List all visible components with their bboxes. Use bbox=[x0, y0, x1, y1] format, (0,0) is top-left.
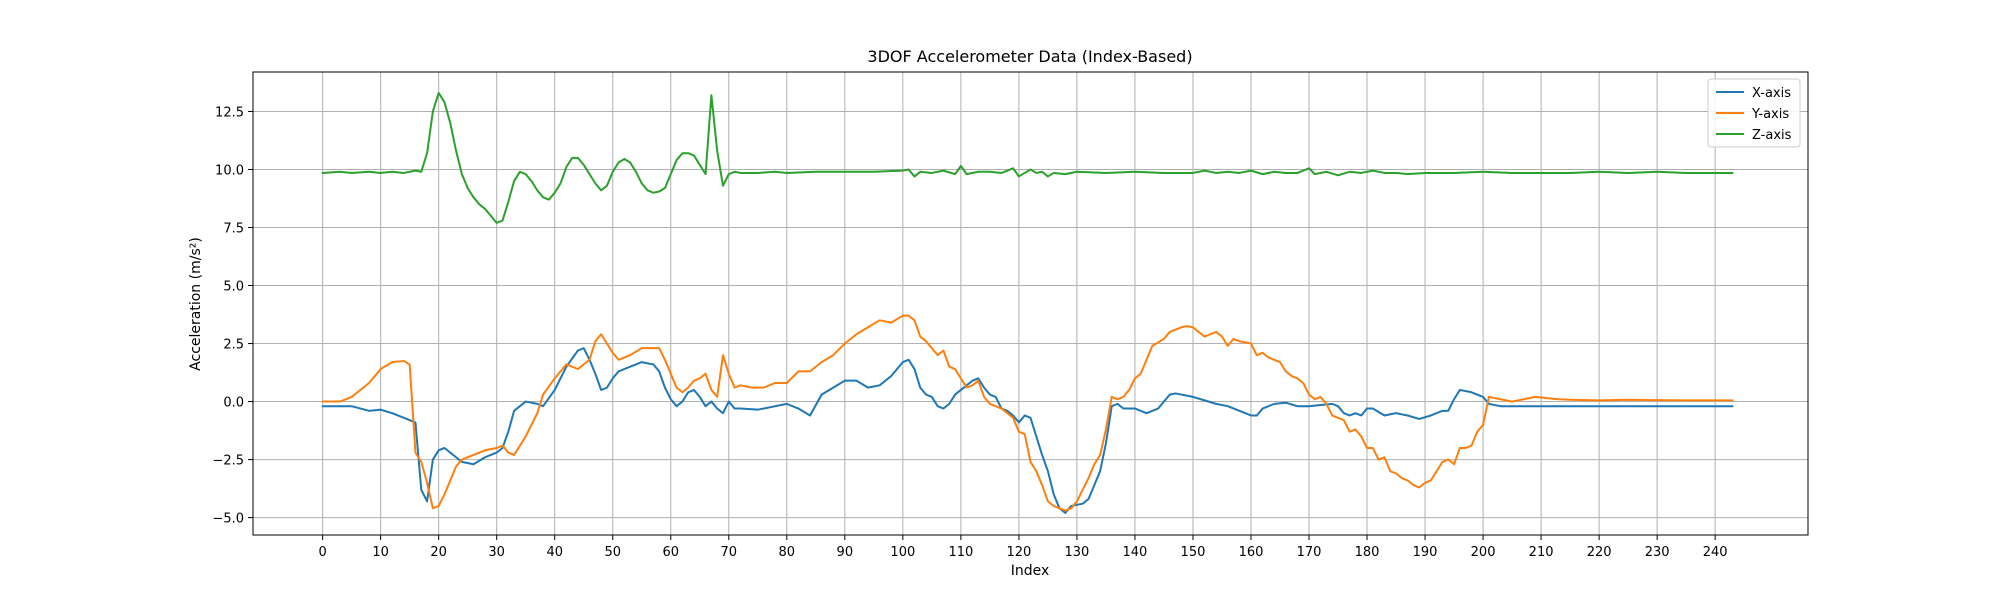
y-tick-label: −2.5 bbox=[212, 454, 244, 469]
legend-label-z-axis: Z-axis bbox=[1752, 128, 1792, 143]
x-tick-label: 70 bbox=[721, 545, 738, 560]
series-line-x-axis bbox=[321, 347, 1734, 514]
x-tick-label: 120 bbox=[1006, 545, 1031, 560]
x-tick-label: 200 bbox=[1471, 545, 1496, 560]
y-tick-label: 5.0 bbox=[223, 280, 244, 295]
x-tick-label: 180 bbox=[1355, 545, 1380, 560]
x-tick-label: 80 bbox=[779, 545, 796, 560]
grid-layer bbox=[253, 72, 1808, 535]
plot-area-frame bbox=[252, 71, 1809, 536]
series-layer bbox=[321, 91, 1734, 514]
x-tick-label: 60 bbox=[662, 545, 679, 560]
y-tick-label: 10.0 bbox=[215, 163, 244, 178]
x-axis-label: Index bbox=[1011, 563, 1050, 579]
x-tick-label: 40 bbox=[546, 545, 563, 560]
x-tick-label: 240 bbox=[1703, 545, 1728, 560]
x-tick-label: 20 bbox=[430, 545, 447, 560]
x-tick-label: 230 bbox=[1645, 545, 1670, 560]
x-tick-label: 140 bbox=[1123, 545, 1148, 560]
x-tick-label: 130 bbox=[1065, 545, 1090, 560]
x-tick-label: 110 bbox=[948, 545, 973, 560]
tick-layer: 0 10 20 30 40 50 60 70 80 90 100 110 120 130 140 150 160… bbox=[212, 105, 1727, 560]
y-tick-label: 0.0 bbox=[223, 396, 244, 411]
y-tick-label: 2.5 bbox=[223, 338, 244, 353]
x-tick-label: 170 bbox=[1297, 545, 1322, 560]
x-tick-label: 210 bbox=[1529, 545, 1554, 560]
x-tick-label: 100 bbox=[890, 545, 915, 560]
x-tick-label: 50 bbox=[604, 545, 621, 560]
x-tick-label: 10 bbox=[372, 545, 389, 560]
x-tick-label: 0 bbox=[318, 545, 326, 560]
legend-box bbox=[1707, 78, 1801, 148]
x-tick-label: 150 bbox=[1181, 545, 1206, 560]
y-tick-label: −5.0 bbox=[212, 512, 244, 527]
x-tick-label: 220 bbox=[1587, 545, 1612, 560]
legend: X-axis Y-axis Z-axis bbox=[1707, 78, 1801, 148]
chart-title: 3DOF Accelerometer Data (Index-Based) bbox=[867, 47, 1192, 66]
y-tick-label: 7.5 bbox=[223, 221, 244, 236]
series-line-y-axis bbox=[321, 314, 1734, 512]
legend-label-y-axis: Y-axis bbox=[1751, 107, 1789, 122]
x-tick-label: 160 bbox=[1239, 545, 1264, 560]
x-tick-label: 30 bbox=[488, 545, 505, 560]
y-axis-label: Acceleration (m/s²) bbox=[188, 237, 204, 371]
legend-label-x-axis: X-axis bbox=[1752, 86, 1791, 101]
series-line-z-axis bbox=[321, 91, 1734, 224]
y-tick-label: 12.5 bbox=[215, 105, 244, 120]
x-tick-label: 190 bbox=[1413, 545, 1438, 560]
x-tick-label: 90 bbox=[837, 545, 854, 560]
